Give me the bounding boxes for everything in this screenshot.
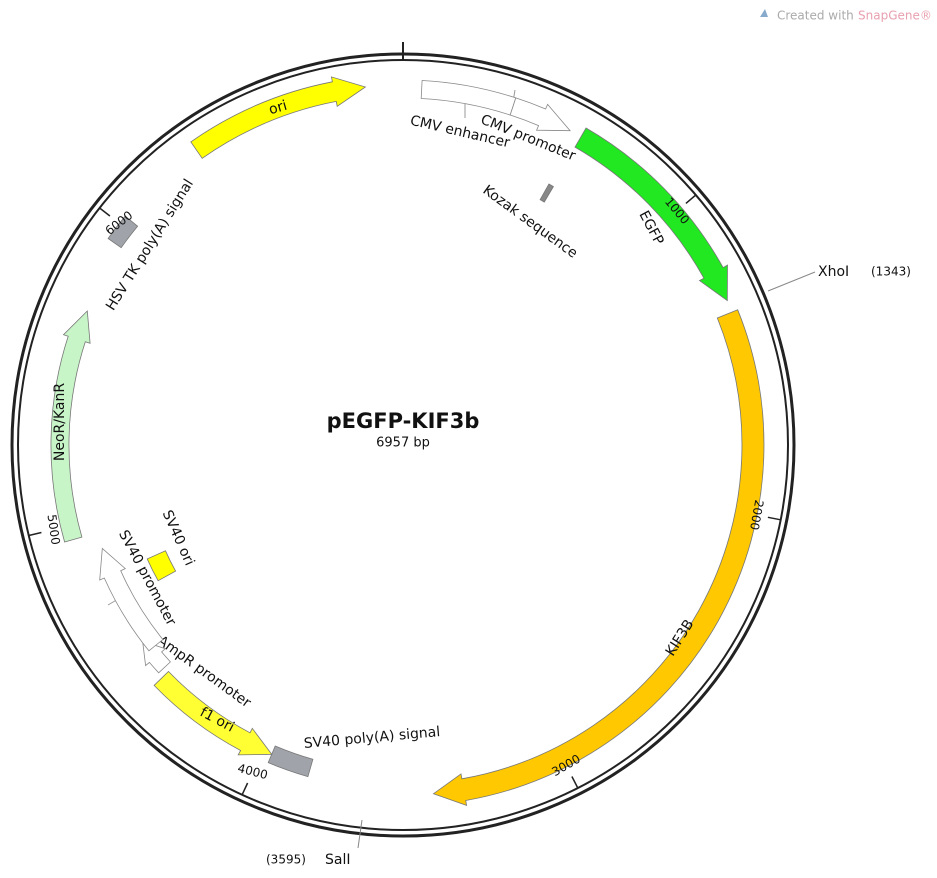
feature-label: Kozak sequence	[480, 182, 581, 261]
plasmid-length: 6957 bp	[376, 436, 430, 451]
site-line	[357, 819, 363, 849]
feature	[190, 76, 367, 159]
site-name: XhoI	[818, 264, 849, 280]
feature-label: SV40 poly(A) signal	[303, 724, 441, 752]
feature	[50, 310, 91, 543]
feature	[574, 127, 728, 302]
site-name: SalI	[325, 852, 350, 868]
ruler-label: 5000	[45, 514, 63, 546]
feature	[432, 309, 765, 807]
site-line	[767, 271, 816, 292]
plasmid-name: pEGFP-KIF3b	[327, 409, 480, 433]
watermark-brand: SnapGene®	[858, 9, 932, 23]
ruler-tick	[28, 531, 42, 537]
ruler-tick	[571, 776, 579, 789]
ruler-tick	[767, 516, 781, 521]
feature	[153, 670, 273, 756]
site-position: (3595)	[266, 853, 306, 867]
ruler-label: 2000	[747, 499, 766, 532]
watermark-prefix: Created with	[777, 9, 854, 23]
feature-label: NeoR/KanR	[52, 383, 68, 461]
feature	[99, 547, 164, 652]
site-position: (1343)	[871, 265, 911, 279]
feature-label: ori	[267, 98, 289, 118]
feature	[146, 550, 177, 582]
ruler-tick	[241, 782, 249, 796]
ruler-tick	[99, 207, 111, 217]
feature	[420, 80, 517, 116]
logo	[760, 9, 768, 17]
feature	[107, 215, 139, 249]
feature	[267, 745, 314, 778]
ruler-tick	[685, 194, 697, 204]
feature	[539, 183, 554, 203]
feature	[509, 97, 571, 132]
ruler-label: 4000	[236, 761, 269, 782]
